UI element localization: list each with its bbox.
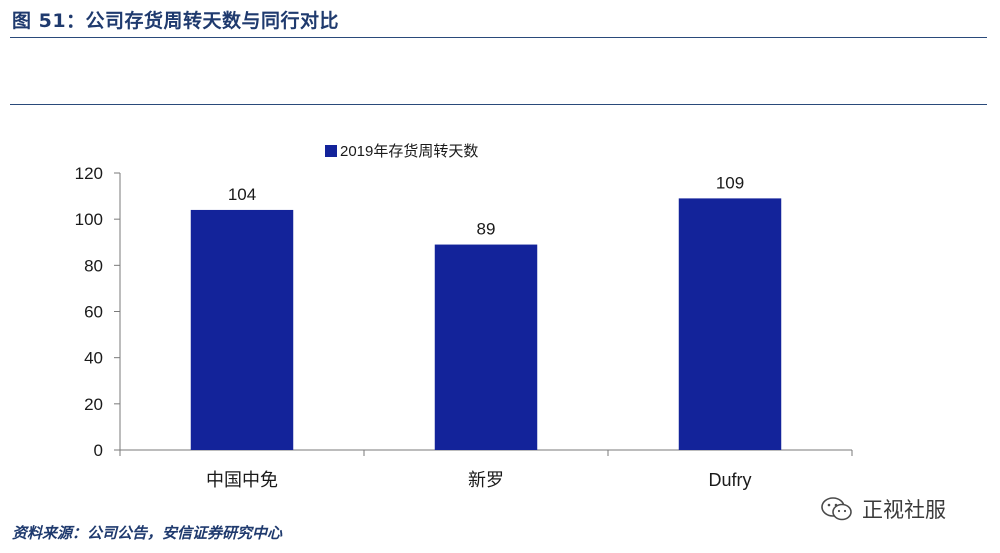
category-label: Dufry <box>708 470 751 490</box>
bar-series <box>190 198 782 450</box>
y-tick-label: 120 <box>75 164 103 183</box>
data-label: 104 <box>228 185 256 204</box>
legend: 2019年存货周转天数 <box>325 143 478 160</box>
y-tick-label: 80 <box>84 256 103 275</box>
y-axis: 0 20 40 60 80 100 120 <box>75 164 121 460</box>
category-labels: 中国中免 新罗 Dufry <box>206 470 752 490</box>
y-tick-label: 40 <box>84 349 103 368</box>
legend-label: 2019年存货周转天数 <box>340 143 478 160</box>
bar <box>190 209 294 450</box>
data-labels: 104 89 109 <box>228 173 744 238</box>
source-note: 资料来源：公司公告，安信证券研究中心 <box>12 524 283 542</box>
bar <box>678 198 782 450</box>
y-tick-label: 20 <box>84 395 103 414</box>
bar-chart: 2019年存货周转天数 0 20 40 60 80 100 120 104 89 109 中国中… <box>75 143 853 490</box>
category-label: 新罗 <box>468 470 504 490</box>
watermark-text: 正视社服 <box>862 498 946 522</box>
category-label: 中国中免 <box>206 470 278 490</box>
legend-swatch <box>325 145 337 157</box>
x-axis <box>119 449 853 456</box>
y-tick-label: 100 <box>75 210 103 229</box>
bar <box>434 244 538 450</box>
title-rule <box>10 37 987 38</box>
chat-bubble-icon <box>821 497 852 521</box>
y-tick-label: 60 <box>84 303 103 322</box>
watermark: 正视社服 <box>820 494 946 524</box>
y-tick-label: 0 <box>94 441 103 460</box>
figure-title: 图 51：公司存货周转天数与同行对比 <box>12 10 340 32</box>
data-label: 109 <box>716 173 744 192</box>
data-label: 89 <box>477 220 496 239</box>
header-rule <box>10 104 987 105</box>
